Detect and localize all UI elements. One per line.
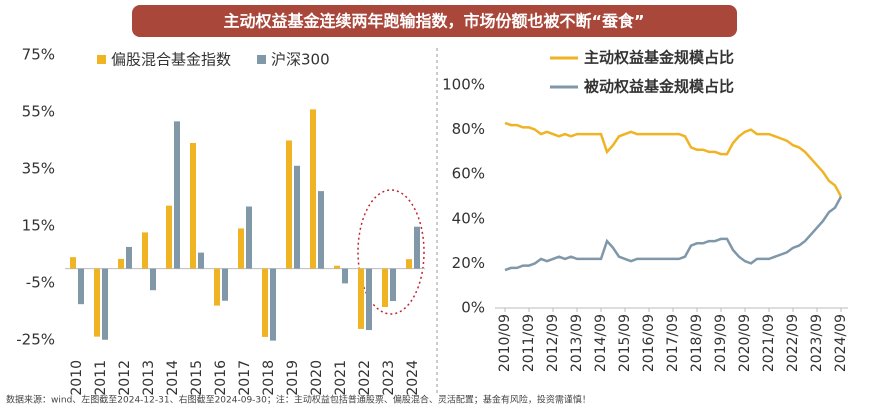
bar bbox=[142, 232, 148, 269]
x-tick-label: 2018/09 bbox=[689, 314, 705, 372]
legend-label: 沪深300 bbox=[271, 51, 330, 69]
bar bbox=[382, 268, 388, 308]
x-tick-label: 2019 bbox=[285, 360, 301, 396]
bar bbox=[270, 268, 276, 341]
bar bbox=[190, 142, 196, 269]
bar bbox=[222, 268, 228, 301]
x-tick-label: 2011 bbox=[93, 360, 109, 396]
line bbox=[504, 121, 843, 198]
x-tick-label: 2010 bbox=[69, 360, 85, 396]
bar bbox=[70, 257, 76, 269]
bar bbox=[358, 268, 364, 329]
x-tick-label: 2013 bbox=[141, 360, 157, 396]
x-tick-label: 2020 bbox=[309, 360, 325, 396]
x-tick-label: 2018 bbox=[261, 360, 277, 396]
x-tick-label: 2022/09 bbox=[785, 314, 801, 372]
bar bbox=[342, 268, 348, 284]
x-tick-label: 2012 bbox=[117, 360, 133, 396]
x-tick-label: 2023/09 bbox=[809, 314, 825, 372]
y-tick-label: 80% bbox=[452, 120, 485, 138]
y-tick-label: 15% bbox=[22, 216, 55, 234]
y-tick-label: 100% bbox=[442, 76, 485, 94]
highlight-ellipse bbox=[357, 189, 425, 315]
bar bbox=[78, 268, 84, 305]
x-tick-label: 2015 bbox=[189, 360, 205, 396]
x-tick-label: 2010/09 bbox=[497, 314, 513, 372]
x-tick-label: 2017 bbox=[237, 360, 253, 396]
bar bbox=[262, 268, 268, 337]
bar bbox=[174, 121, 180, 269]
x-tick-label: 2021 bbox=[333, 360, 349, 396]
legend-label: 被动权益基金规模占比 bbox=[584, 78, 734, 96]
bar bbox=[214, 268, 220, 306]
y-tick-label: 35% bbox=[22, 159, 55, 177]
x-tick-label: 2015/09 bbox=[617, 314, 633, 372]
line bbox=[504, 195, 843, 272]
x-tick-label: 2023 bbox=[381, 360, 397, 396]
y-tick-label: 40% bbox=[452, 209, 485, 227]
x-tick-label: 2014/09 bbox=[593, 314, 609, 372]
x-tick-label: 2020/09 bbox=[737, 314, 753, 372]
x-tick-label: 2013/09 bbox=[569, 314, 585, 372]
y-tick-label: 20% bbox=[452, 254, 485, 272]
bar bbox=[118, 258, 124, 269]
x-tick-label: 2019/09 bbox=[713, 314, 729, 372]
bar bbox=[246, 206, 252, 269]
bar bbox=[406, 259, 412, 269]
bar bbox=[102, 268, 108, 340]
x-tick-label: 2012/09 bbox=[545, 314, 561, 372]
x-tick-label: 2024/09 bbox=[833, 314, 849, 372]
bar bbox=[126, 246, 132, 269]
y-tick-label: 60% bbox=[452, 165, 485, 183]
bar bbox=[366, 268, 372, 331]
chart-title: 主动权益基金连续两年跑输指数，市场份额也被不断“蚕食” bbox=[223, 12, 644, 31]
x-tick-label: 2017/09 bbox=[665, 314, 681, 372]
legend-swatch bbox=[257, 55, 266, 64]
x-tick-label: 2011/09 bbox=[521, 314, 537, 372]
bar bbox=[334, 265, 340, 269]
y-tick-label: 75% bbox=[22, 46, 55, 64]
x-tick-label: 2024 bbox=[405, 360, 421, 396]
bar bbox=[390, 268, 396, 302]
legend-label: 主动权益基金规模占比 bbox=[584, 49, 734, 67]
bar bbox=[310, 109, 316, 269]
legend-swatch bbox=[97, 55, 106, 64]
y-tick-label: -5% bbox=[26, 273, 55, 291]
legend-label: 偏股混合基金指数 bbox=[111, 51, 231, 69]
footnote: 数据来源：wind、左图截至2024-12-31、右图截至2024-09-30；… bbox=[6, 394, 591, 406]
bar bbox=[286, 140, 292, 269]
x-tick-label: 2021/09 bbox=[761, 314, 777, 372]
bar bbox=[150, 268, 156, 291]
y-tick-label: 55% bbox=[22, 102, 55, 120]
x-tick-label: 2016 bbox=[213, 360, 229, 396]
bar bbox=[198, 252, 204, 269]
x-tick-label: 2016/09 bbox=[641, 314, 657, 372]
x-tick-label: 2014 bbox=[165, 360, 181, 396]
x-tick-label: 2022 bbox=[357, 360, 373, 396]
bar bbox=[414, 226, 420, 269]
y-tick-label: 0% bbox=[461, 299, 485, 317]
bar bbox=[238, 228, 244, 269]
bar bbox=[166, 205, 172, 269]
bar bbox=[94, 268, 100, 337]
bar bbox=[294, 165, 300, 269]
title-banner bbox=[132, 5, 737, 37]
bar bbox=[318, 191, 324, 269]
y-tick-label: -25% bbox=[16, 330, 55, 348]
